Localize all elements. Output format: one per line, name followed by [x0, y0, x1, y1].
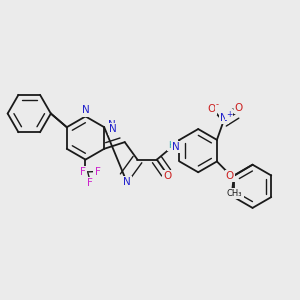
Text: CH₃: CH₃ [227, 189, 242, 198]
Text: O: O [163, 172, 172, 182]
Text: N: N [172, 142, 179, 152]
Text: N: N [220, 113, 228, 123]
Text: F: F [80, 167, 85, 177]
Text: N: N [82, 105, 89, 116]
Text: -: - [216, 100, 219, 109]
Text: O: O [226, 171, 234, 181]
Text: H: H [168, 141, 175, 150]
Text: F: F [87, 178, 93, 188]
Text: F: F [94, 167, 100, 177]
Text: O: O [207, 104, 216, 114]
Text: O: O [235, 103, 243, 113]
Text: N: N [123, 178, 131, 188]
Text: N: N [108, 120, 116, 130]
Text: +: + [226, 110, 232, 119]
Text: N: N [109, 124, 116, 134]
